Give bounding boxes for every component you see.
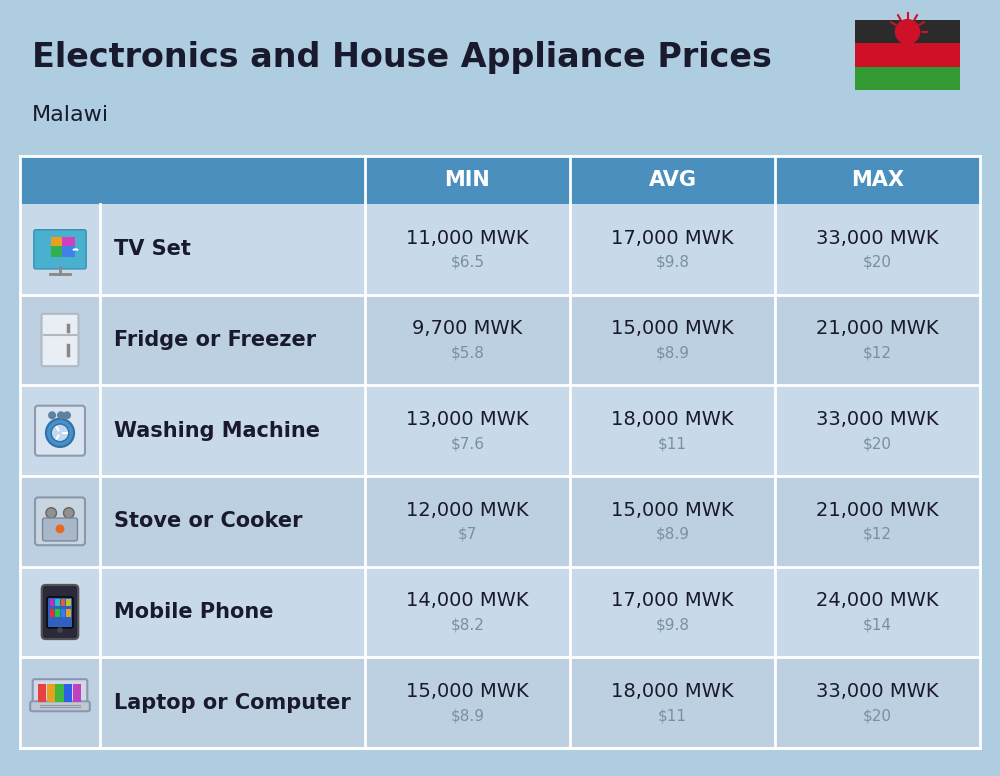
- FancyBboxPatch shape: [30, 702, 90, 712]
- Text: $14: $14: [863, 618, 892, 632]
- Text: MIN: MIN: [445, 170, 490, 190]
- Bar: [62, 246, 75, 257]
- FancyBboxPatch shape: [33, 679, 87, 706]
- Bar: [20, 476, 980, 566]
- Bar: [855, 43, 960, 67]
- FancyBboxPatch shape: [42, 314, 78, 366]
- Text: 13,000 MWK: 13,000 MWK: [406, 411, 529, 429]
- Text: $20: $20: [863, 255, 892, 270]
- Bar: [20, 566, 980, 657]
- Text: $12: $12: [863, 527, 892, 542]
- FancyBboxPatch shape: [35, 406, 85, 456]
- Text: 18,000 MWK: 18,000 MWK: [611, 411, 734, 429]
- FancyBboxPatch shape: [42, 585, 78, 639]
- Bar: [570, 156, 775, 204]
- FancyBboxPatch shape: [34, 230, 86, 269]
- Text: Fridge or Freezer: Fridge or Freezer: [114, 330, 316, 350]
- Circle shape: [64, 508, 74, 518]
- Circle shape: [57, 627, 63, 633]
- Text: $11: $11: [658, 436, 687, 451]
- Bar: [47, 684, 55, 702]
- Circle shape: [48, 411, 56, 419]
- Text: Mobile Phone: Mobile Phone: [114, 602, 274, 622]
- Bar: [50, 598, 54, 607]
- Text: $11: $11: [658, 708, 687, 723]
- Text: Electronics and House Appliance Prices: Electronics and House Appliance Prices: [32, 41, 772, 74]
- Bar: [20, 386, 980, 476]
- Bar: [55, 598, 60, 607]
- Text: Washing Machine: Washing Machine: [114, 421, 320, 441]
- FancyBboxPatch shape: [43, 518, 77, 541]
- Text: 18,000 MWK: 18,000 MWK: [611, 682, 734, 702]
- Text: 15,000 MWK: 15,000 MWK: [406, 682, 529, 702]
- FancyBboxPatch shape: [35, 497, 85, 546]
- Bar: [66, 598, 71, 607]
- Bar: [855, 67, 960, 90]
- Bar: [61, 608, 65, 617]
- Text: $12: $12: [863, 345, 892, 361]
- Text: MAX: MAX: [851, 170, 904, 190]
- Bar: [66, 608, 71, 617]
- Circle shape: [51, 424, 69, 442]
- Bar: [55, 684, 64, 702]
- Text: $8.2: $8.2: [451, 618, 484, 632]
- Text: TV Set: TV Set: [114, 239, 191, 259]
- Bar: [51, 246, 64, 257]
- Circle shape: [46, 508, 56, 518]
- Text: $6.5: $6.5: [450, 255, 484, 270]
- Text: 33,000 MWK: 33,000 MWK: [816, 229, 939, 248]
- Bar: [55, 608, 60, 617]
- Text: 21,000 MWK: 21,000 MWK: [816, 320, 939, 338]
- Text: $20: $20: [863, 436, 892, 451]
- Text: 9,700 MWK: 9,700 MWK: [412, 320, 523, 338]
- Bar: [855, 20, 960, 43]
- Bar: [365, 156, 570, 204]
- Bar: [51, 237, 64, 248]
- Text: Stove or Cooker: Stove or Cooker: [114, 511, 302, 532]
- Bar: [64, 684, 72, 702]
- Text: 15,000 MWK: 15,000 MWK: [611, 320, 734, 338]
- Bar: [38, 684, 46, 702]
- Text: $20: $20: [863, 708, 892, 723]
- Text: 17,000 MWK: 17,000 MWK: [611, 591, 734, 611]
- Circle shape: [56, 525, 64, 533]
- Circle shape: [57, 411, 65, 419]
- Text: 17,000 MWK: 17,000 MWK: [611, 229, 734, 248]
- Bar: [61, 598, 65, 607]
- Bar: [62, 237, 75, 248]
- Text: Malawi: Malawi: [32, 105, 109, 125]
- Text: $5.8: $5.8: [451, 345, 484, 361]
- Text: $8.9: $8.9: [656, 345, 690, 361]
- Text: 24,000 MWK: 24,000 MWK: [816, 591, 939, 611]
- Bar: [50, 608, 54, 617]
- Text: AVG: AVG: [648, 170, 696, 190]
- Text: 14,000 MWK: 14,000 MWK: [406, 591, 529, 611]
- Text: 21,000 MWK: 21,000 MWK: [816, 501, 939, 520]
- Text: 11,000 MWK: 11,000 MWK: [406, 229, 529, 248]
- Text: Laptop or Computer: Laptop or Computer: [114, 693, 351, 712]
- Text: $9.8: $9.8: [656, 618, 690, 632]
- Text: $7: $7: [458, 527, 477, 542]
- Text: $7.6: $7.6: [450, 436, 484, 451]
- Circle shape: [896, 19, 920, 43]
- Text: $9.8: $9.8: [656, 255, 690, 270]
- Bar: [20, 156, 365, 204]
- Bar: [20, 204, 980, 295]
- Bar: [20, 657, 980, 748]
- FancyBboxPatch shape: [47, 597, 73, 628]
- Text: 15,000 MWK: 15,000 MWK: [611, 501, 734, 520]
- Text: $8.9: $8.9: [656, 527, 690, 542]
- Text: 12,000 MWK: 12,000 MWK: [406, 501, 529, 520]
- Text: 33,000 MWK: 33,000 MWK: [816, 411, 939, 429]
- Bar: [20, 295, 980, 386]
- Circle shape: [46, 419, 74, 447]
- Circle shape: [63, 411, 71, 419]
- Bar: [73, 684, 81, 702]
- Text: 33,000 MWK: 33,000 MWK: [816, 682, 939, 702]
- Text: $8.9: $8.9: [450, 708, 484, 723]
- Bar: [775, 156, 980, 204]
